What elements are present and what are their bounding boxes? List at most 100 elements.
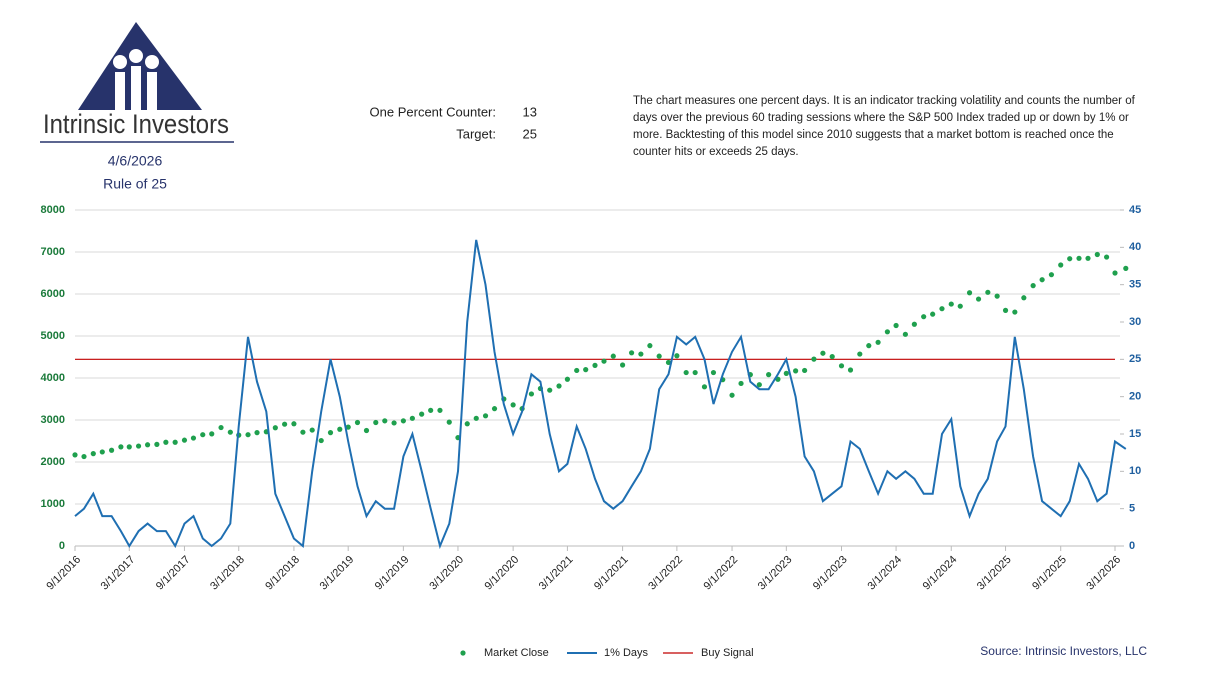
x-tick-label: 9/1/2025 — [1030, 554, 1069, 593]
x-tick-label: 9/1/2020 — [483, 554, 522, 593]
x-tick-label: 9/1/2017 — [154, 554, 193, 593]
market-close-dot — [1076, 255, 1082, 261]
market-close-dot — [674, 353, 680, 359]
x-tick-label: 3/1/2017 — [99, 554, 138, 593]
market-close-dot — [610, 353, 616, 359]
market-close-dot — [528, 391, 535, 397]
market-close-dot — [300, 429, 306, 435]
legend-label: Market Close — [484, 647, 549, 659]
market-close-dot — [1112, 270, 1118, 276]
x-tick-label: 3/1/2021 — [537, 554, 576, 593]
market-close-dot — [866, 343, 872, 349]
market-close-dot — [783, 370, 789, 376]
market-close-dot — [1058, 262, 1064, 268]
market-close-dot — [665, 359, 672, 366]
market-close-dot — [847, 367, 854, 373]
source-note: Source: Intrinsic Investors, LLC — [980, 644, 1147, 658]
y2-tick-label: 40 — [1129, 241, 1141, 253]
x-tick-label: 3/1/2022 — [646, 554, 685, 593]
y-tick-label: 6000 — [41, 288, 65, 300]
y2-tick-label: 15 — [1129, 428, 1141, 440]
market-close-dot — [200, 432, 206, 438]
market-close-dot — [81, 453, 87, 460]
logo-figure — [113, 55, 127, 69]
logo: Intrinsic Investors — [40, 22, 234, 143]
market-close-dot — [72, 452, 78, 458]
y-tick-label: 1000 — [41, 498, 65, 510]
market-close-dot — [893, 322, 899, 329]
target-label: Target: — [456, 126, 496, 141]
counter-label: One Percent Counter: — [370, 104, 496, 119]
market-close-dot — [108, 447, 115, 453]
market-close-dot — [1104, 254, 1110, 260]
market-close-dot — [172, 439, 178, 445]
market-close-dot — [574, 367, 580, 374]
market-close-dot — [437, 407, 443, 413]
market-close-dot — [163, 439, 169, 445]
x-tick-label: 3/1/2023 — [756, 554, 795, 593]
market-close-dot — [957, 303, 963, 309]
market-close-dot — [564, 376, 571, 382]
market-close-dot — [218, 424, 224, 431]
market-close-dot — [473, 415, 479, 421]
market-close-dot — [190, 435, 197, 441]
market-close-dot — [583, 367, 589, 373]
market-close-dot — [1002, 307, 1009, 313]
counter-value: 13 — [523, 104, 537, 119]
x-tick-label: 9/1/2019 — [373, 554, 412, 593]
market-close-dot — [692, 369, 698, 376]
logo-figure — [129, 49, 143, 63]
market-close-dot — [291, 421, 297, 427]
market-close-dot — [628, 350, 635, 356]
y2-tick-label: 10 — [1129, 465, 1141, 477]
market-close-dot — [254, 430, 260, 436]
market-close-dot — [491, 406, 498, 412]
y-tick-label: 7000 — [41, 246, 65, 258]
market-close-dot — [592, 362, 598, 368]
market-close-dot — [245, 432, 251, 438]
market-close-dot — [373, 419, 379, 426]
report-subtitle: Rule of 25 — [103, 176, 167, 192]
market-close-dot — [985, 289, 991, 295]
market-close-dot — [710, 369, 717, 376]
market-close-dot — [126, 444, 132, 450]
market-close-dot — [902, 331, 908, 337]
market-close-dot — [619, 362, 626, 368]
x-tick-label: 9/1/2018 — [263, 554, 302, 593]
y-tick-label: 3000 — [41, 414, 65, 426]
market-close-dot — [884, 329, 890, 335]
y2-tick-label: 20 — [1129, 391, 1141, 403]
market-close-dot — [766, 372, 772, 378]
market-close-dot — [556, 383, 562, 389]
market-close-dot — [227, 429, 233, 435]
market-close-dot — [1030, 283, 1036, 289]
market-close-dot — [428, 407, 434, 413]
market-close-dot — [135, 443, 142, 449]
market-close-dot — [1067, 256, 1073, 262]
y2-tick-label: 45 — [1129, 204, 1141, 216]
market-close-dot — [638, 351, 644, 357]
market-close-dot — [181, 437, 188, 443]
market-close-dot — [701, 384, 708, 390]
market-close-dot — [656, 353, 662, 359]
market-close-dot — [1094, 251, 1100, 258]
market-close-dot — [363, 427, 370, 434]
logo-figure — [147, 72, 157, 110]
x-tick-label: 3/1/2020 — [427, 554, 466, 593]
market-close-dot — [738, 380, 744, 387]
y-tick-label: 4000 — [41, 372, 65, 384]
market-close-dot — [1012, 309, 1018, 315]
y-tick-label: 5000 — [41, 330, 65, 342]
market-close-dot — [994, 293, 1000, 299]
y2-tick-label: 5 — [1129, 503, 1135, 515]
market-close-dot — [154, 441, 160, 447]
market-close-dot — [838, 363, 845, 369]
market-close-dot — [911, 321, 917, 327]
market-close-dot — [144, 442, 151, 448]
market-close-dot — [683, 369, 689, 376]
market-close-dot — [601, 358, 607, 364]
market-close-dot — [419, 411, 425, 417]
x-tick-label: 9/1/2023 — [811, 554, 850, 593]
market-close-dot — [482, 413, 489, 419]
